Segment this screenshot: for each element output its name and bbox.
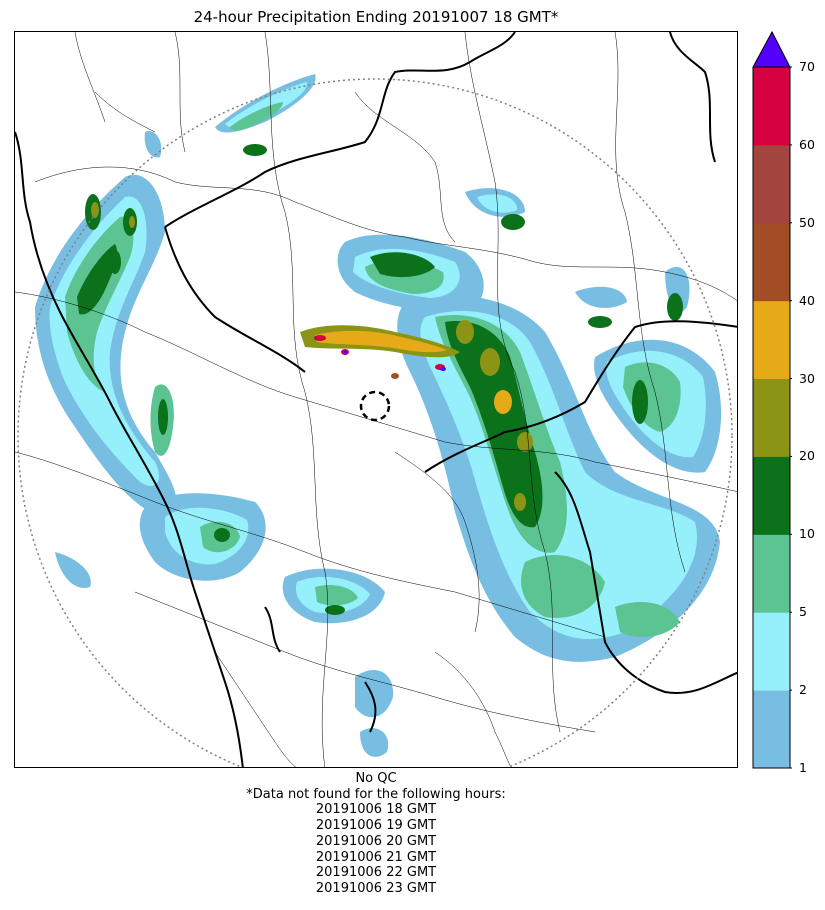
- precipitation-map: [14, 31, 738, 768]
- footer-notes: No QC *Data not found for the following …: [14, 771, 738, 897]
- colorbar-extend-triangle: [752, 30, 791, 68]
- missing-hour: 20191006 22 GMT: [315, 865, 437, 881]
- precip-field-dark-green: [77, 144, 683, 615]
- colorbar-segment: [753, 300, 790, 380]
- colorbar-frame: [752, 66, 791, 769]
- colorbar: [752, 30, 792, 769]
- colorbar-segment: [753, 378, 790, 457]
- missing-hour: 20191006 19 GMT: [315, 818, 437, 834]
- missing-hour: 20191006 23 GMT: [315, 880, 437, 896]
- precip-field-heavy: [91, 202, 533, 511]
- colorbar-segment: [753, 612, 790, 691]
- colorbar-tick-label: 5: [799, 604, 807, 620]
- colorbar-tick-label: 20: [799, 448, 815, 464]
- colorbar-tick-label: 60: [799, 136, 815, 152]
- colorbar-tick-label: 1: [799, 760, 807, 775]
- radar-site-marker: [359, 390, 391, 422]
- colorbar-segment: [753, 67, 790, 146]
- colorbar-segment: [753, 534, 790, 613]
- missing-hour: 20191006 18 GMT: [315, 802, 437, 818]
- colorbar-tick-label: 40: [799, 292, 815, 308]
- district-boundaries: [15, 32, 737, 767]
- colorbar-segment: [753, 222, 790, 302]
- qc-note: No QC: [355, 771, 397, 786]
- colorbar-tick-label: 70: [799, 59, 815, 74]
- missing-hour: 20191006 20 GMT: [315, 833, 437, 849]
- radar-range-ring: [17, 78, 733, 767]
- state-boundaries: [15, 32, 737, 767]
- missing-data-header: *Data not found for the following hours:: [246, 786, 506, 802]
- precip-field-light: [35, 74, 722, 757]
- colorbar-tick-label: 10: [799, 526, 815, 542]
- colorbar-segment: [753, 456, 790, 535]
- colorbar-segment: [753, 144, 790, 224]
- map-canvas: [15, 32, 737, 767]
- colorbar-segment: [753, 690, 790, 769]
- map-title: 24-hour Precipitation Ending 20191007 18…: [193, 8, 559, 26]
- colorbar-tick-label: 30: [799, 370, 815, 386]
- missing-hour: 20191006 21 GMT: [315, 849, 437, 865]
- colorbar-tick-label: 50: [799, 214, 815, 230]
- colorbar-tick-label: 2: [799, 682, 807, 698]
